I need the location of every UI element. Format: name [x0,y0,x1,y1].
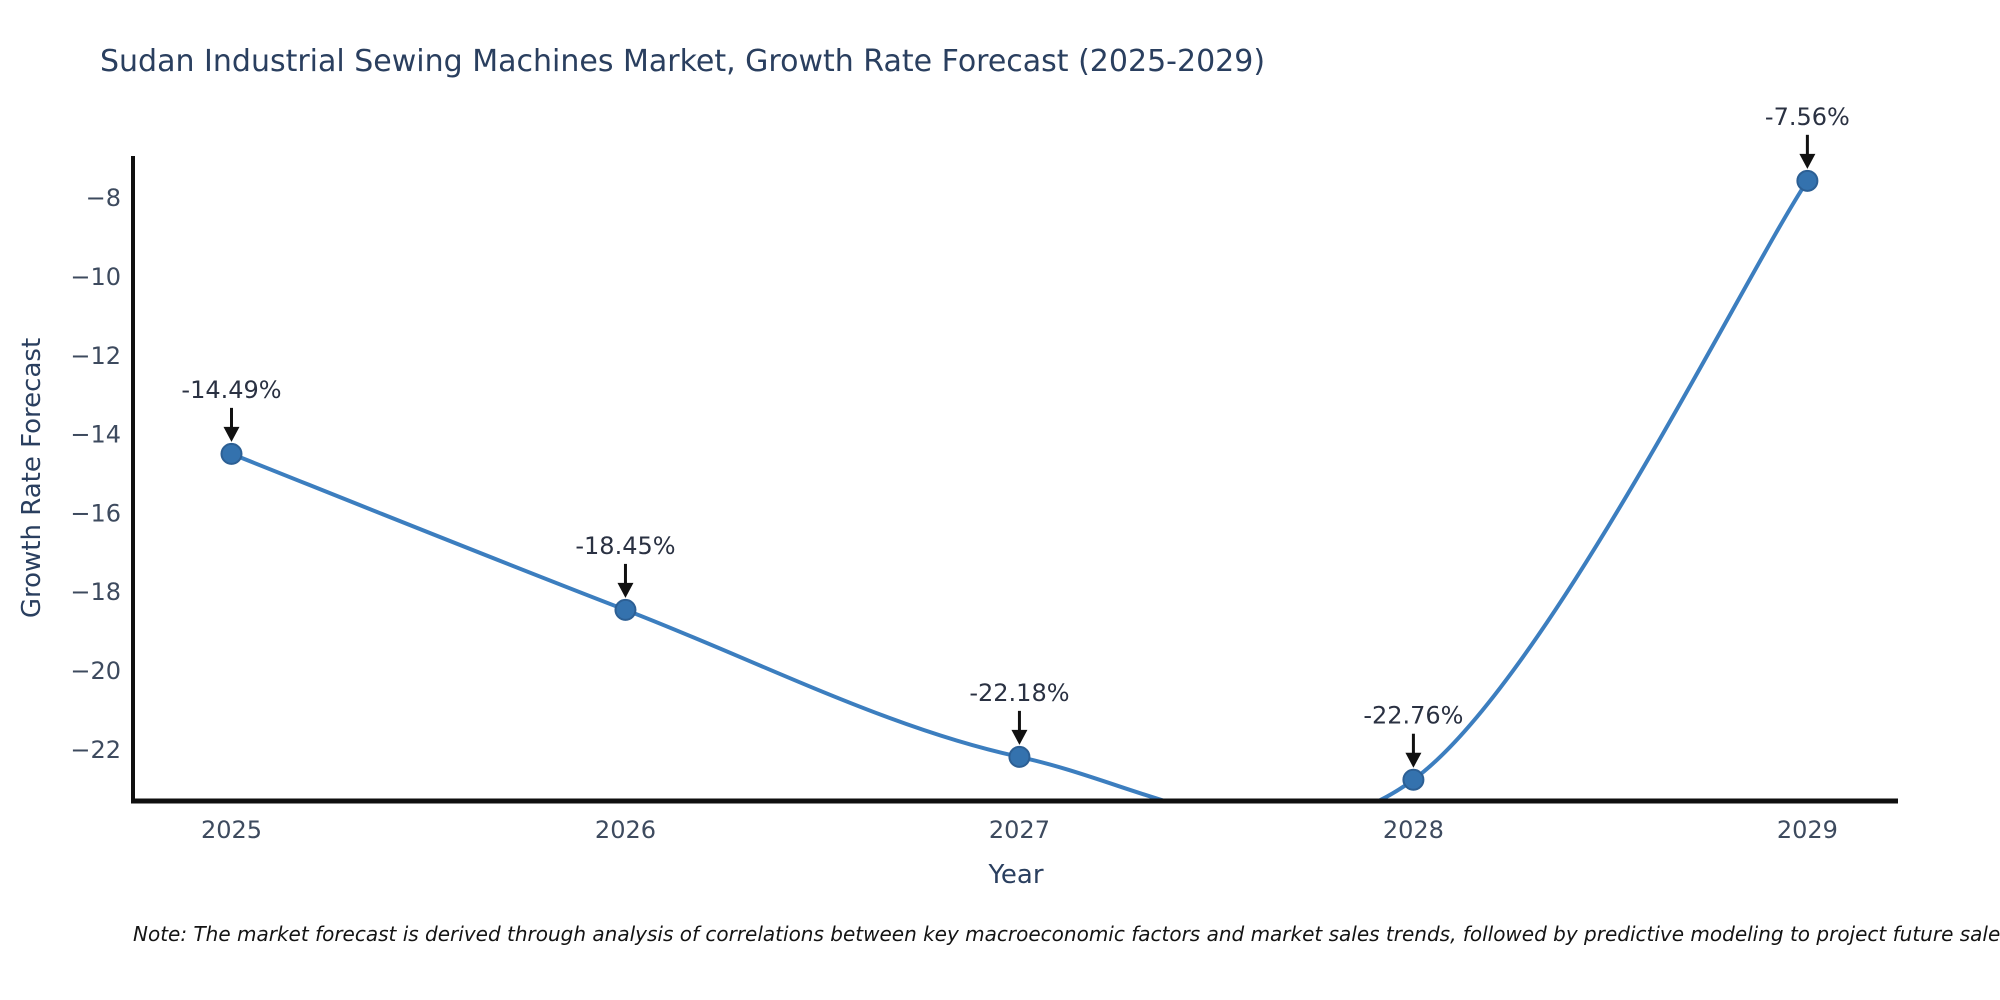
data-point-marker [1796,169,1819,192]
x-axis-title: Year [988,860,1044,890]
annotation-arrowhead [1799,153,1816,169]
chart-title: Sudan Industrial Sewing Machines Market,… [100,44,1266,79]
y-tick-label: −14 [70,421,121,449]
footnote: Note: The market forecast is derived thr… [133,922,2000,946]
y-tick-label: −16 [70,499,121,527]
x-tick-label: 2029 [1777,816,1838,844]
y-tick-label: −20 [70,657,121,685]
data-point-marker [614,598,637,621]
y-tick-label: −18 [70,578,121,606]
y-tick-label: −12 [70,342,121,370]
x-tick-label: 2028 [1383,816,1444,844]
x-tick-label: 2026 [595,816,656,844]
annotation-arrowhead [617,582,634,598]
annotation-arrowhead [1011,729,1028,745]
point-annotation-label: -7.56% [1765,103,1850,131]
y-tick-label: −22 [70,736,121,764]
y-tick-label: −8 [86,184,121,212]
data-point-marker [220,442,243,465]
x-tick-label: 2027 [989,816,1050,844]
data-point-marker [1008,745,1031,768]
data-point-marker [1402,768,1425,791]
y-tick-label: −10 [70,263,121,291]
point-annotation-label: -22.18% [969,679,1069,707]
point-annotation-label: -18.45% [575,532,675,560]
annotation-arrowhead [1405,752,1422,768]
annotation-arrowhead [223,426,240,442]
point-annotation-label: -22.76% [1363,702,1463,730]
growth-line [230,179,1810,801]
x-tick-label: 2025 [201,816,262,844]
point-annotation-label: -14.49% [181,376,281,404]
